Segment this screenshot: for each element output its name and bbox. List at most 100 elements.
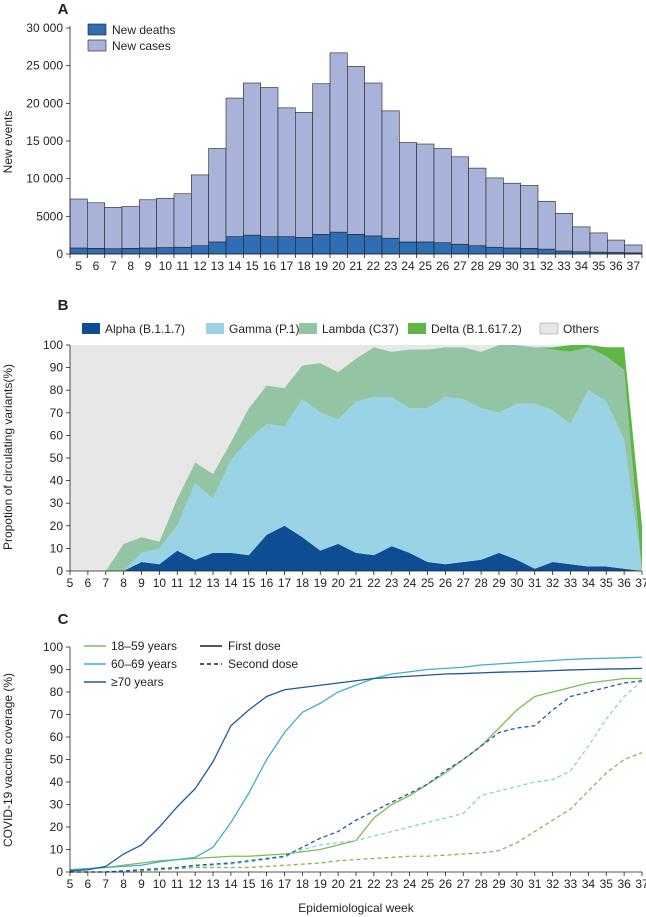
panel-b: B Propotion of circulating variants(%) 0… <box>1 297 646 590</box>
legend-label-60-69: 60–69 years <box>111 657 177 671</box>
area-gamma <box>70 390 642 571</box>
bar-cases-week-36 <box>607 239 625 253</box>
bar-deaths-week-22 <box>364 235 383 255</box>
panel-a-x-tick-label: 29 <box>488 259 502 273</box>
panel-c-x-tick-label: 9 <box>138 877 145 891</box>
panel-a-x-tick-label: 13 <box>211 259 225 273</box>
legend-label-delta: Delta (B.1.617.2) <box>431 322 522 336</box>
panel-a-y-tick-label: 15 000 <box>26 134 63 148</box>
panel-a-x-tick-label: 7 <box>110 259 117 273</box>
bar-cases-week-6 <box>87 202 105 249</box>
panel-b-x-tick-label: 13 <box>206 576 220 590</box>
bar-cases-week-11 <box>173 193 192 248</box>
panel-b-x-tick-label: 27 <box>457 576 471 590</box>
bar-deaths-week-11 <box>173 246 192 255</box>
panel-a-x-tick-label: 27 <box>453 259 467 273</box>
panel-a-x-tick-label: 9 <box>145 259 152 273</box>
bar-deaths-week-13 <box>208 241 227 255</box>
bar-cases-week-8 <box>121 206 140 249</box>
bar-cases-week-14 <box>225 97 244 237</box>
panel-b-x-tick-label: 15 <box>242 576 256 590</box>
bar-cases-week-9 <box>139 199 157 249</box>
panel-c-x-tick-label: 17 <box>278 877 292 891</box>
legend-swatch-new-deaths <box>87 23 107 36</box>
panel-b-x-tick-label: 7 <box>102 576 109 590</box>
bar-cases-week-24 <box>399 142 417 243</box>
bar-cases-week-23 <box>381 110 400 239</box>
panel-c-x-tick-label: 8 <box>120 877 127 891</box>
bar-deaths-week-31 <box>520 248 539 255</box>
bar-cases-week-30 <box>503 182 521 249</box>
bar-deaths-week-6 <box>87 248 105 255</box>
panel-c-x-tick-label: 16 <box>260 877 274 891</box>
panel-b-y-tick-label: 20 <box>50 519 64 533</box>
panel-a-x-tick-label: 17 <box>280 259 294 273</box>
bar-deaths-week-26 <box>433 242 452 255</box>
panel-b-x-tick-label: 17 <box>278 576 292 590</box>
panel-a-y-tick-label: 20 000 <box>26 96 63 110</box>
panel-c-x-tick-label: 31 <box>528 877 542 891</box>
panel-a-x-tick-label: 6 <box>93 259 100 273</box>
panel-c-x-axis-title: Epidemiological week <box>298 901 414 915</box>
bar-deaths-week-17 <box>277 236 296 255</box>
panel-a-y-tick-label: 30 000 <box>26 21 63 35</box>
bar-deaths-week-15 <box>243 234 261 255</box>
panel-a-y-tick-label: 5000 <box>36 209 63 223</box>
legend-swatch-gamma <box>206 323 224 334</box>
panel-b-x-tick-label: 36 <box>617 576 631 590</box>
panel-c-y-tick-label: 20 <box>50 820 64 834</box>
bar-cases-week-25 <box>416 143 435 243</box>
panel-c-x-tick-label: 24 <box>403 877 417 891</box>
panel-a-x-tick-label: 25 <box>419 259 433 273</box>
bar-deaths-week-18 <box>295 237 313 255</box>
bar-cases-week-28 <box>468 167 487 247</box>
bar-deaths-week-27 <box>451 243 469 255</box>
legend-label-new-deaths: New deaths <box>112 23 175 37</box>
panel-a-x-tick-label: 23 <box>384 259 398 273</box>
panel-c-x-tick-label: 13 <box>206 877 220 891</box>
bar-cases-week-20 <box>329 52 348 233</box>
panel-a-x-tick-label: 31 <box>523 259 537 273</box>
panel-b-x-tick-label: 26 <box>439 576 453 590</box>
bar-cases-week-32 <box>537 200 556 250</box>
panel-c-x-tick-label: 36 <box>617 877 631 891</box>
panel-a-x-tick-label: 30 <box>505 259 519 273</box>
bar-cases-week-10 <box>156 197 175 248</box>
legend-label-18-59: 18–59 years <box>111 639 177 653</box>
panel-c-y-tick-label: 10 <box>50 843 64 857</box>
panel-b-x-tick-label: 6 <box>85 576 92 590</box>
bar-cases-week-5 <box>69 198 88 249</box>
line-60-69-years-first-dose <box>69 656 643 871</box>
panel-b-letter: B <box>58 297 69 314</box>
panel-c-x-tick-label: 6 <box>85 877 92 891</box>
legend-label-second-dose: Second dose <box>228 657 298 671</box>
panel-c-y-tick-label: 70 <box>50 708 64 722</box>
panel-c-y-axis-title: COVID-19 vaccine coverage (%) <box>1 673 15 847</box>
panel-a-x-tick-label: 12 <box>193 259 207 273</box>
bar-deaths-week-14 <box>225 236 244 255</box>
panel-b-x-tick-label: 16 <box>260 576 274 590</box>
legend-swatch-delta <box>408 323 426 334</box>
bar-deaths-week-10 <box>156 247 175 255</box>
panel-b-x-tick-label: 12 <box>188 576 202 590</box>
panel-b-x-tick-label: 37 <box>635 576 646 590</box>
legend-label-lambda: Lambda (C37) <box>322 322 399 336</box>
bar-deaths-week-20 <box>329 231 348 255</box>
panel-c-x-tick-label: 18 <box>296 877 310 891</box>
bar-deaths-week-8 <box>121 248 140 255</box>
panel-c-x-tick-label: 12 <box>188 877 202 891</box>
bar-cases-week-16 <box>260 87 279 237</box>
panel-a-x-tick-label: 11 <box>176 259 189 273</box>
panel-c-letter: C <box>58 611 69 628</box>
panel-c-y-tick-label: 50 <box>50 753 64 767</box>
panel-b-x-tick-label: 14 <box>224 576 238 590</box>
bar-cases-week-27 <box>451 156 469 245</box>
panel-c-x-tick-label: 23 <box>385 877 399 891</box>
area-alpha <box>70 525 642 571</box>
panel-a-x-tick-label: 33 <box>557 259 571 273</box>
legend-label-others: Others <box>563 322 599 336</box>
panel-a-x-tick-label: 32 <box>540 259 554 273</box>
line-18-59-years-second-dose <box>70 752 643 873</box>
panel-b-x-tick-label: 25 <box>421 576 435 590</box>
panel-a-axes: 0 5000 10 000 15 000 20 000 25 000 30 000 5 6 7 8 9… <box>26 21 643 273</box>
